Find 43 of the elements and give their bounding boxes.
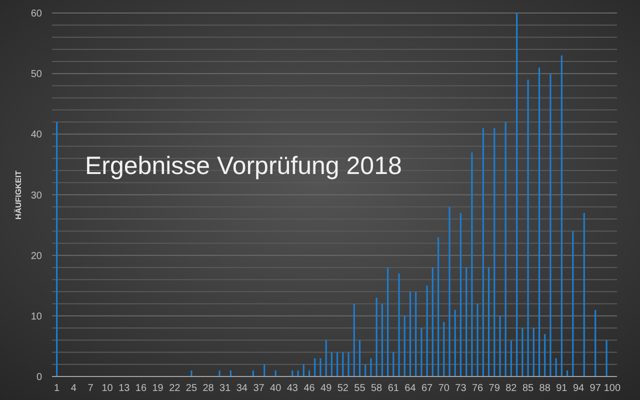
text: Ergebnisse Vorprüfung 2018 bbox=[85, 152, 402, 180]
x-tick-label: 43 bbox=[286, 383, 298, 394]
x-tick-label: 7 bbox=[88, 383, 94, 394]
x-tick-label: 4 bbox=[70, 383, 77, 394]
x-tick-label: 25 bbox=[186, 383, 198, 394]
x-tick-label: 79 bbox=[488, 383, 500, 394]
x-tick-label: 16 bbox=[135, 383, 147, 394]
x-tick-label: 37 bbox=[253, 383, 265, 394]
x-tick-label: 1 bbox=[54, 383, 60, 394]
x-tick-label: 28 bbox=[202, 383, 214, 394]
x-tick-label: 73 bbox=[455, 383, 467, 394]
x-tick-label: 91 bbox=[556, 383, 568, 394]
y-tick-label: 30 bbox=[30, 190, 42, 202]
x-tick-label: 49 bbox=[320, 383, 332, 394]
x-tick-label: 85 bbox=[522, 383, 534, 394]
x-tick-label: 67 bbox=[421, 383, 434, 394]
x-tick-label: 82 bbox=[506, 383, 518, 394]
y-tick-label: 0 bbox=[36, 372, 42, 383]
x-tick-label: 19 bbox=[152, 383, 164, 394]
y-tick-label: 20 bbox=[30, 250, 42, 262]
y-tick-label: 40 bbox=[30, 130, 42, 141]
y-axis-title: HÄUFIGKEIT bbox=[14, 170, 23, 220]
x-tick-label: 70 bbox=[438, 383, 450, 394]
x-tick-label: 64 bbox=[404, 383, 416, 394]
x-tick-label: 58 bbox=[371, 383, 383, 394]
x-tick-label: 55 bbox=[354, 383, 366, 394]
x-tick-label: 88 bbox=[539, 383, 551, 394]
x-tick-label: 76 bbox=[472, 383, 484, 394]
x-tick-label: 13 bbox=[118, 383, 130, 394]
x-tick-label: 40 bbox=[270, 383, 282, 394]
x-tick-label: 52 bbox=[337, 383, 349, 394]
x-tick-label: 10 bbox=[102, 383, 114, 394]
x-tick-label: 97 bbox=[590, 383, 602, 394]
x-tick-label: 31 bbox=[220, 383, 232, 394]
y-tick-label: 50 bbox=[30, 69, 42, 80]
x-tick-label: 100 bbox=[604, 383, 621, 394]
y-tick-label: 10 bbox=[30, 311, 42, 322]
x-tick-label: 61 bbox=[388, 383, 400, 394]
x-tick-label: 46 bbox=[304, 383, 316, 394]
x-tick-label: 94 bbox=[572, 383, 585, 394]
x-tick-label: 22 bbox=[169, 383, 181, 394]
y-tick-label: 60 bbox=[30, 8, 42, 20]
x-tick-label: 34 bbox=[236, 383, 248, 394]
